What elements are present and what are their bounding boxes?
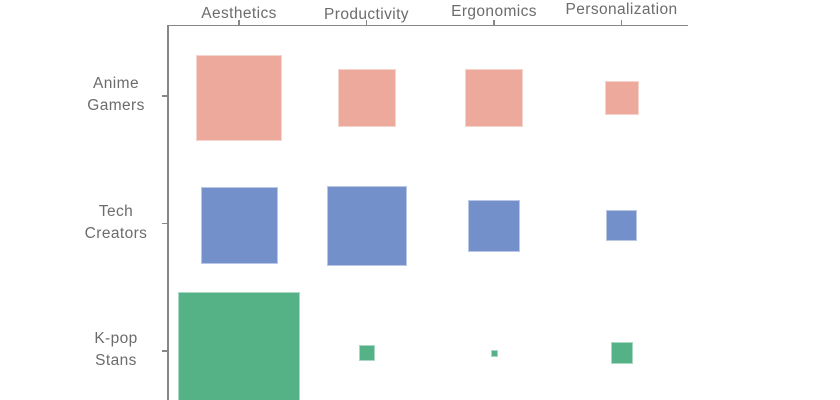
x-axis-line xyxy=(167,24,688,26)
square-k-pop-stans-ergonomics xyxy=(490,349,498,357)
row-label-line: Tech xyxy=(98,202,134,220)
x-tick-personalization xyxy=(620,20,622,25)
row-label-line: Gamers xyxy=(87,97,145,114)
square-anime-gamers-personalization xyxy=(604,81,639,115)
square-tech-creators-ergonomics xyxy=(468,199,520,252)
square-anime-gamers-aesthetics xyxy=(196,55,282,141)
row-label-line: K-pop xyxy=(94,330,138,347)
y-tick-k-pop-stans xyxy=(162,350,167,352)
square-anime-gamers-productivity xyxy=(337,69,396,127)
square-k-pop-stans-productivity xyxy=(358,345,375,361)
column-label-aesthetics: Aesthetics xyxy=(201,5,277,22)
column-label-personalization: Personalization xyxy=(565,1,678,18)
x-tick-aesthetics xyxy=(238,20,240,25)
column-label-ergonomics: Ergonomics xyxy=(451,3,537,20)
row-label-anime-gamers: Anime Gamers xyxy=(54,73,178,117)
y-tick-anime-gamers xyxy=(162,95,167,97)
row-label-k-pop-stans: K-pop Stans xyxy=(54,328,178,372)
square-k-pop-stans-personalization xyxy=(610,342,633,364)
y-tick-tech-creators xyxy=(162,222,167,224)
square-tech-creators-aesthetics xyxy=(200,187,278,264)
x-tick-ergonomics xyxy=(493,20,495,25)
row-label-line: Creators xyxy=(84,224,148,242)
y-axis-line xyxy=(167,24,169,400)
row-label-line: Stans xyxy=(95,352,137,369)
square-tech-creators-productivity xyxy=(326,185,407,266)
x-tick-productivity xyxy=(365,20,367,25)
column-label-productivity: Productivity xyxy=(324,6,409,23)
row-label-line: Anime xyxy=(93,75,139,92)
square-tech-creators-personalization xyxy=(606,210,637,241)
row-label-tech-creators: Tech Creators xyxy=(54,201,178,245)
square-k-pop-stans-aesthetics xyxy=(178,292,300,400)
square-anime-gamers-ergonomics xyxy=(465,69,523,127)
